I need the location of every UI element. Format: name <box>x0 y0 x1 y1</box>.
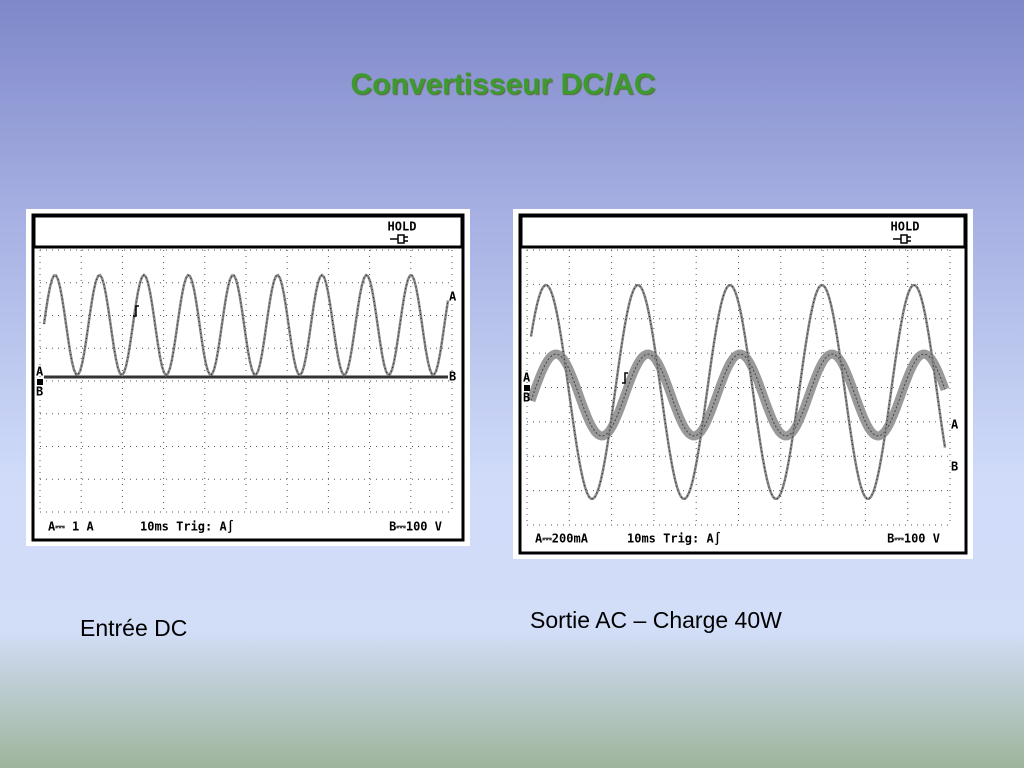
trace-label: A <box>951 418 959 432</box>
marker-label: B <box>36 385 43 399</box>
trace-label: A <box>449 290 457 304</box>
hold-icon <box>390 234 408 244</box>
trace-a-dots <box>43 274 449 376</box>
trace-label: B <box>449 370 456 384</box>
trace-label: B <box>951 460 958 474</box>
scope-header <box>32 214 464 249</box>
trace-a-dots <box>530 284 946 500</box>
hold-label: HOLD <box>388 220 417 234</box>
marker-label: B <box>523 391 530 405</box>
trace-b <box>530 353 946 437</box>
status: B⎓100 V <box>887 532 940 546</box>
marker <box>37 379 43 385</box>
status: A⎓ 1 A <box>48 520 94 534</box>
slide-title: Convertisseur DC/AC <box>350 68 655 101</box>
marker <box>524 385 530 391</box>
caption: Entrée DC <box>80 615 187 641</box>
status: 10ms Trig: A∫ <box>627 532 721 546</box>
scope-border <box>518 213 968 555</box>
status: 10ms Trig: A∫ <box>140 520 234 534</box>
marker-label: A <box>36 365 44 379</box>
caption: Sortie AC – Charge 40W <box>530 607 782 633</box>
status: A⎓200mA <box>535 532 589 546</box>
trigger-marker <box>622 372 628 384</box>
hold-icon <box>893 234 911 244</box>
trigger-marker <box>133 305 139 317</box>
marker-label: A <box>523 371 531 385</box>
scope-header <box>519 214 967 249</box>
hold-label: HOLD <box>891 220 920 234</box>
status: B⎓100 V <box>389 520 442 534</box>
